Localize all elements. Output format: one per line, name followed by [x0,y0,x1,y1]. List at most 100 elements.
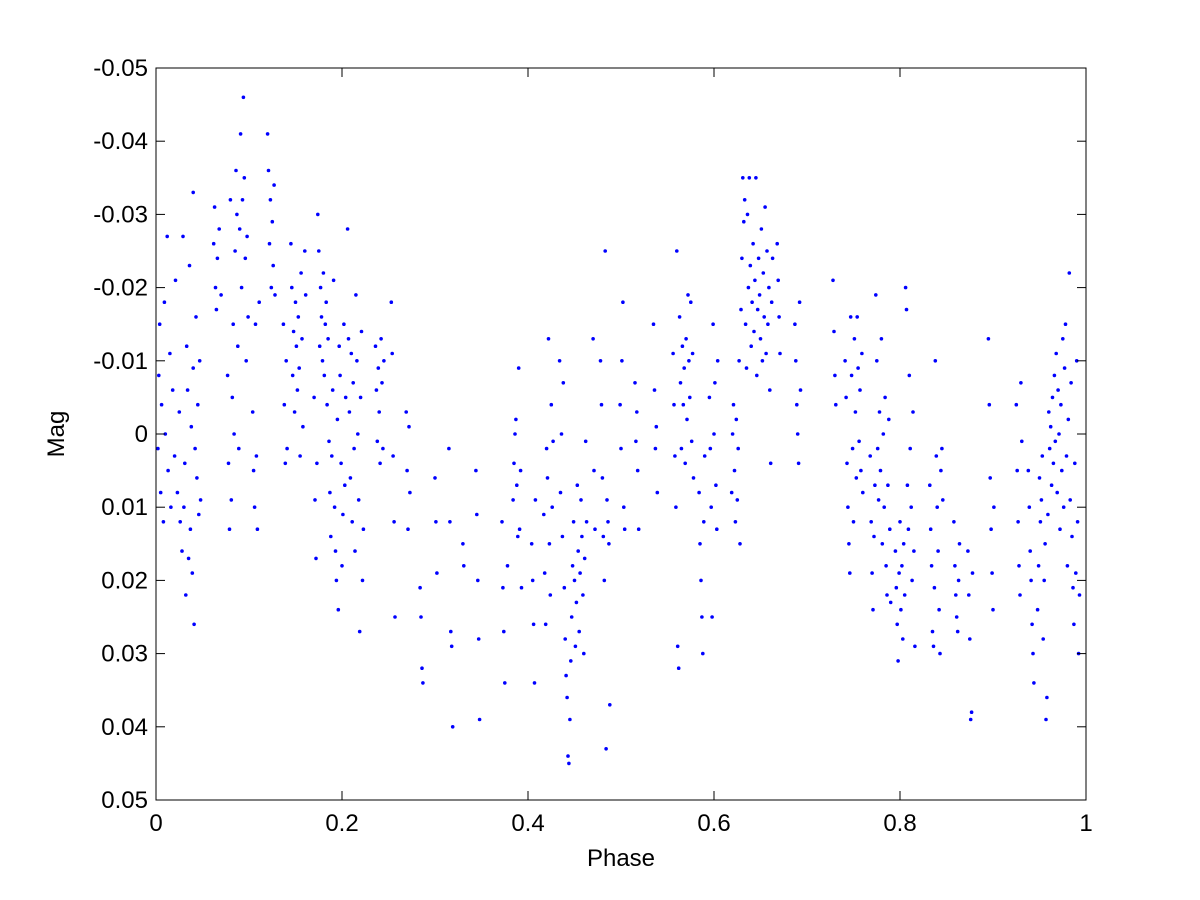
data-point [1066,417,1071,422]
data-point [689,439,694,444]
data-point [1030,622,1034,627]
data-point [549,402,554,407]
data-point [175,490,180,495]
data-point [476,637,481,641]
data-point [1042,578,1046,583]
data-point [583,439,588,444]
data-point [191,190,195,195]
data-point [381,446,385,451]
data-point [1069,381,1073,385]
data-point [928,483,932,488]
data-point [215,256,220,261]
y-tick-label: 0.05 [101,787,148,814]
data-point [435,571,439,575]
data-point [1075,520,1080,524]
data-point [748,263,753,268]
data-point [191,366,195,370]
data-point [326,337,330,341]
data-point [753,278,757,283]
data-point [761,271,766,275]
data-point [733,520,738,524]
data-point [955,629,960,634]
y-tick-label: -0.04 [93,128,148,155]
data-point [327,439,331,444]
data-point [674,505,678,510]
data-point [244,359,248,363]
data-point [319,315,324,319]
data-point [516,534,520,539]
data-point [421,681,425,685]
data-point [581,593,585,597]
data-point [571,520,576,524]
data-point [500,520,504,524]
data-point [755,373,759,378]
data-point [968,717,973,722]
data-point [846,505,850,510]
data-point [969,710,974,714]
data-point [161,520,166,524]
data-point [671,351,675,356]
data-point [795,432,800,436]
data-point [686,293,690,297]
y-tick-label: -0.02 [93,275,148,302]
data-point [742,219,746,224]
data-point [793,322,797,327]
data-point [177,410,182,414]
data-points [156,95,1082,766]
data-point [758,337,763,341]
data-point [231,322,235,327]
data-point [243,256,248,261]
data-point [991,607,995,612]
data-point [299,271,303,275]
data-point [636,527,641,531]
data-point [312,395,316,400]
data-point [702,454,707,458]
data-point [354,293,358,297]
data-point [1067,271,1072,275]
data-point [1016,520,1020,524]
data-point [850,446,855,451]
data-point [763,205,767,209]
data-point [567,761,571,766]
data-point [573,644,578,649]
data-point [1057,432,1061,436]
data-point [857,439,861,444]
data-point [418,585,422,590]
data-point [404,410,409,414]
data-point [321,271,326,275]
data-point [265,132,270,136]
data-point [562,585,567,590]
data-point [576,549,580,553]
data-point [373,344,378,349]
data-point [691,476,696,480]
data-point [762,315,766,319]
data-point [968,637,972,641]
y-tick-label: 0.02 [101,567,148,594]
data-point [240,198,245,202]
data-point [902,593,907,597]
data-point [752,329,756,334]
data-point [317,344,322,349]
data-point [325,402,329,407]
data-point [734,417,739,422]
data-point [1017,564,1021,568]
data-point [357,629,362,634]
data-point [557,359,562,363]
data-point [620,359,624,363]
data-point [679,446,684,451]
data-point [767,285,771,290]
data-point [776,278,780,283]
x-tick-label: 0.4 [511,810,544,837]
data-point [869,520,873,524]
data-point [1060,468,1064,473]
data-point [888,527,892,531]
data-point [605,498,609,502]
data-point [330,388,335,392]
data-point [233,249,237,253]
data-point [635,410,639,414]
data-point [682,366,686,370]
data-point [284,359,289,363]
data-point [606,520,610,524]
data-point [173,278,178,283]
data-point [730,432,735,436]
